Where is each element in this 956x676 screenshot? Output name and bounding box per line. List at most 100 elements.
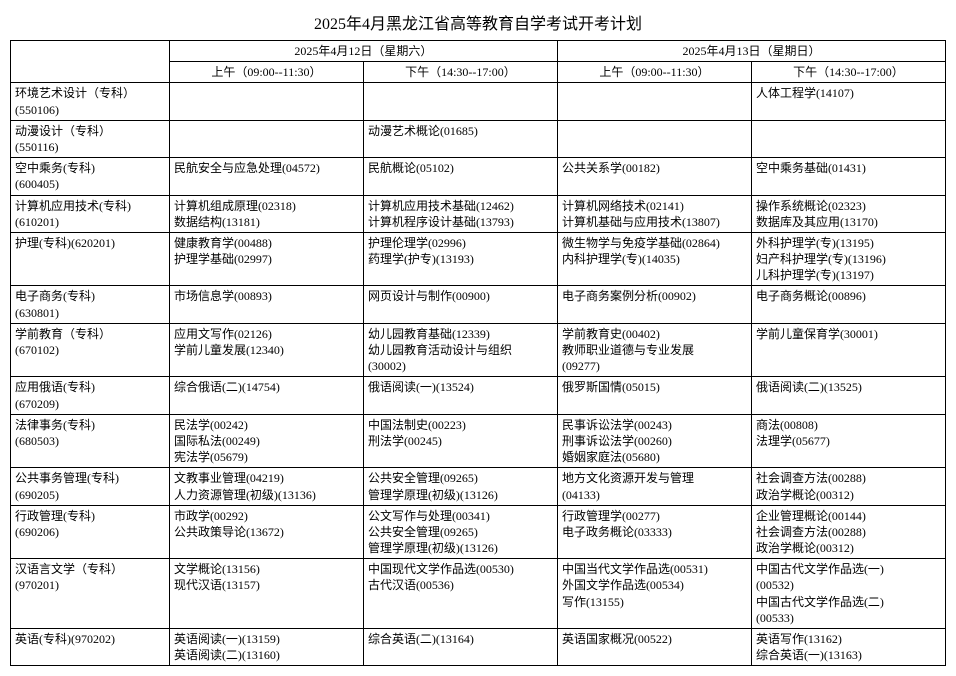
cell-line: (04133) [562, 487, 747, 503]
cell-line: 民航安全与应急处理(04572) [174, 160, 359, 176]
cell-line: 民事诉讼法学(00243) [562, 417, 747, 433]
table-row: 公共事务管理(专科)(690205)文教事业管理(04219)人力资源管理(初级… [11, 468, 946, 505]
cell-line: 政治学概论(00312) [756, 487, 941, 503]
cell-line: 现代汉语(13157) [174, 577, 359, 593]
cell-line: 公共安全管理(09265) [368, 524, 553, 540]
cell-line: 外科护理学(专)(13195) [756, 235, 941, 251]
cell-line: 微生物学与免疫学基础(02864) [562, 235, 747, 251]
table-row: 空中乘务(专科)(600405)民航安全与应急处理(04572)民航概论(051… [11, 158, 946, 195]
cell-line: 古代汉语(00536) [368, 577, 553, 593]
cell-line: 民法学(00242) [174, 417, 359, 433]
cell-line: 法理学(05677) [756, 433, 941, 449]
cell-line: 公共安全管理(09265) [368, 470, 553, 486]
cell-line: 写作(13155) [562, 594, 747, 610]
course-cell: 电子商务案例分析(00902) [557, 286, 751, 323]
course-cell: 健康教育学(00488)护理学基础(02997) [169, 232, 363, 286]
course-cell: 公共安全管理(09265)管理学原理(初级)(13126) [363, 468, 557, 505]
cell-line: 电子政务概论(03333) [562, 524, 747, 540]
cell-line: (30002) [368, 358, 553, 374]
cell-line: 社会调查方法(00288) [756, 470, 941, 486]
cell-line: 网页设计与制作(00900) [368, 288, 553, 304]
cell-line: 行政管理学(00277) [562, 508, 747, 524]
cell-line: 综合俄语(二)(14754) [174, 379, 359, 395]
course-cell: 外科护理学(专)(13195)妇产科护理学(专)(13196)儿科护理学(专)(… [751, 232, 945, 286]
cell-line: 计算机应用技术(专科) [15, 198, 165, 214]
major-cell: 行政管理(专科)(690206) [11, 505, 170, 559]
cell-line: (690205) [15, 487, 165, 503]
cell-line: 中国古代文学作品选(一) [756, 561, 941, 577]
course-cell: 计算机组成原理(02318)数据结构(13181) [169, 195, 363, 232]
header-day2-pm: 下午（14:30--17:00） [751, 62, 945, 83]
major-cell: 英语(专科)(970202) [11, 629, 170, 666]
header-major-blank [11, 41, 170, 83]
major-cell: 计算机应用技术(专科)(610201) [11, 195, 170, 232]
cell-line: 内科护理学(专)(14035) [562, 251, 747, 267]
cell-line: 外国文学作品选(00534) [562, 577, 747, 593]
course-cell: 动漫艺术概论(01685) [363, 120, 557, 157]
course-cell: 地方文化资源开发与管理(04133) [557, 468, 751, 505]
course-cell: 综合英语(二)(13164) [363, 629, 557, 666]
cell-line: 空中乘务(专科) [15, 160, 165, 176]
course-cell: 操作系统概论(02323)数据库及其应用(13170) [751, 195, 945, 232]
header-day2-am: 上午（09:00--11:30） [557, 62, 751, 83]
cell-line: 学前教育史(00402) [562, 326, 747, 342]
cell-line: 数据结构(13181) [174, 214, 359, 230]
cell-line: 婚姻家庭法(05680) [562, 449, 747, 465]
course-cell: 行政管理学(00277)电子政务概论(03333) [557, 505, 751, 559]
schedule-table: 2025年4月12日（星期六） 2025年4月13日（星期日） 上午（09:00… [10, 40, 946, 666]
cell-line: (970201) [15, 577, 165, 593]
cell-line: 教师职业道德与专业发展 [562, 342, 747, 358]
course-cell: 中国古代文学作品选(一)(00532)中国古代文学作品选(二)(00533) [751, 559, 945, 629]
course-cell: 护理伦理学(02996)药理学(护专)(13193) [363, 232, 557, 286]
cell-line: (00532) [756, 577, 941, 593]
cell-line: 企业管理概论(00144) [756, 508, 941, 524]
table-row: 电子商务(专科)(630801)市场信息学(00893)网页设计与制作(0090… [11, 286, 946, 323]
table-row: 学前教育（专科）(670102)应用文写作(02126)学前儿童发展(12340… [11, 323, 946, 377]
cell-line: 学前儿童保育学(30001) [756, 326, 941, 342]
major-cell: 法律事务(专科)(680503) [11, 414, 170, 468]
cell-line: 幼儿园教育基础(12339) [368, 326, 553, 342]
course-cell: 文教事业管理(04219)人力资源管理(初级)(13136) [169, 468, 363, 505]
major-cell: 电子商务(专科)(630801) [11, 286, 170, 323]
cell-line: 电子商务(专科) [15, 288, 165, 304]
course-cell: 幼儿园教育基础(12339)幼儿园教育活动设计与组织(30002) [363, 323, 557, 377]
major-cell: 公共事务管理(专科)(690205) [11, 468, 170, 505]
course-cell: 微生物学与免疫学基础(02864)内科护理学(专)(14035) [557, 232, 751, 286]
cell-line: 公共关系学(00182) [562, 160, 747, 176]
cell-line: 英语阅读(一)(13159) [174, 631, 359, 647]
cell-line: 数据库及其应用(13170) [756, 214, 941, 230]
course-cell: 公共关系学(00182) [557, 158, 751, 195]
cell-line: (680503) [15, 433, 165, 449]
cell-line: 药理学(护专)(13193) [368, 251, 553, 267]
cell-line: 人体工程学(14107) [756, 85, 941, 101]
major-cell: 汉语言文学（专科）(970201) [11, 559, 170, 629]
course-cell: 综合俄语(二)(14754) [169, 377, 363, 414]
major-cell: 应用俄语(专科)(670209) [11, 377, 170, 414]
course-cell [751, 120, 945, 157]
cell-line: (670102) [15, 342, 165, 358]
cell-line: 中国当代文学作品选(00531) [562, 561, 747, 577]
cell-line: (550116) [15, 139, 165, 155]
course-cell: 俄罗斯国情(05015) [557, 377, 751, 414]
cell-line: 公共政策导论(13672) [174, 524, 359, 540]
course-cell: 民事诉讼法学(00243)刑事诉讼法学(00260)婚姻家庭法(05680) [557, 414, 751, 468]
course-cell: 学前教育史(00402)教师职业道德与专业发展(09277) [557, 323, 751, 377]
table-header: 2025年4月12日（星期六） 2025年4月13日（星期日） 上午（09:00… [11, 41, 946, 83]
course-cell: 英语写作(13162)综合英语(一)(13163) [751, 629, 945, 666]
cell-line: (09277) [562, 358, 747, 374]
cell-line: 中国古代文学作品选(二) [756, 594, 941, 610]
major-cell: 空中乘务(专科)(600405) [11, 158, 170, 195]
cell-line: 电子商务案例分析(00902) [562, 288, 747, 304]
table-row: 汉语言文学（专科）(970201)文学概论(13156)现代汉语(13157)中… [11, 559, 946, 629]
cell-line: 应用文写作(02126) [174, 326, 359, 342]
cell-line: 行政管理(专科) [15, 508, 165, 524]
cell-line: 综合英语(二)(13164) [368, 631, 553, 647]
cell-line: 计算机应用技术基础(12462) [368, 198, 553, 214]
cell-line: 护理(专科)(620201) [15, 235, 165, 251]
cell-line: 俄语阅读(二)(13525) [756, 379, 941, 395]
course-cell: 空中乘务基础(01431) [751, 158, 945, 195]
course-cell [169, 83, 363, 120]
cell-line: 幼儿园教育活动设计与组织 [368, 342, 553, 358]
course-cell [169, 120, 363, 157]
cell-line: 政治学概论(00312) [756, 540, 941, 556]
